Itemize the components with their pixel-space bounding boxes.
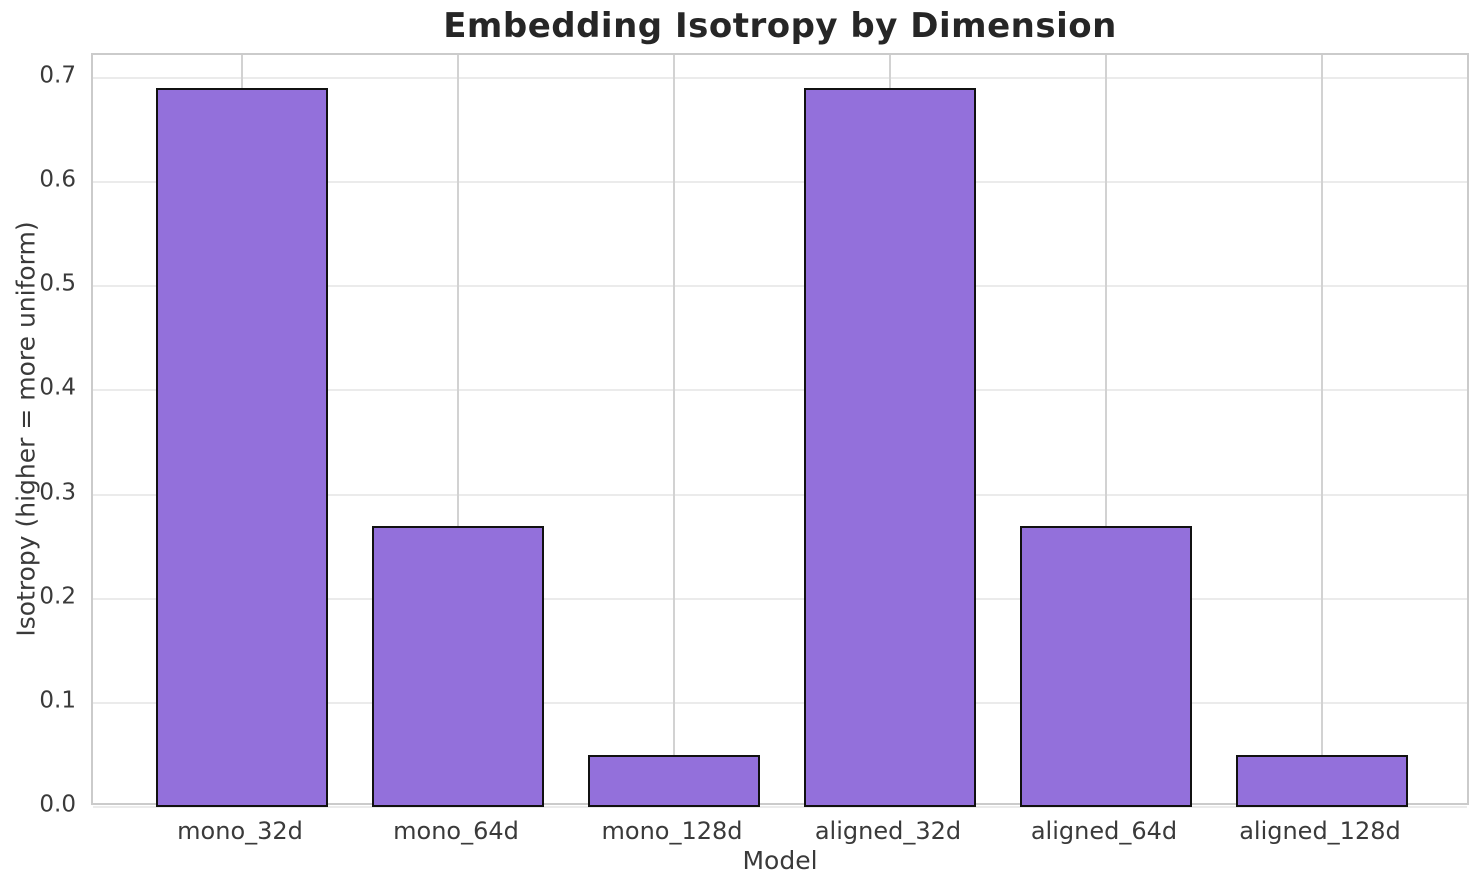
- gridline-horizontal: [93, 285, 1467, 288]
- bar-mono_128d: [587, 754, 761, 807]
- x-axis-title: Model: [742, 846, 818, 875]
- gridline-horizontal: [93, 806, 1467, 808]
- gridline-horizontal: [93, 389, 1467, 392]
- bar-mono_64d: [371, 525, 545, 807]
- gridline-vertical: [1320, 55, 1323, 803]
- x-tick-label: mono_64d: [393, 817, 519, 845]
- gridline-vertical: [673, 55, 675, 803]
- y-tick-label: 0.6: [39, 166, 76, 193]
- y-tick-label: 0.5: [39, 270, 76, 297]
- gridline-horizontal: [93, 76, 1467, 79]
- gridline-horizontal: [93, 701, 1467, 704]
- chart-title: Embedding Isotropy by Dimension: [443, 6, 1117, 46]
- gridline-horizontal: [93, 181, 1467, 184]
- x-tick-label: aligned_32d: [814, 817, 962, 845]
- gridline-horizontal: [93, 493, 1467, 496]
- y-tick-label: 0.0: [39, 791, 76, 818]
- x-tick-label: aligned_128d: [1239, 817, 1401, 845]
- y-tick-label: 0.3: [39, 479, 76, 506]
- y-tick-label: 0.1: [39, 687, 76, 714]
- x-tick-label: mono_128d: [601, 817, 743, 845]
- y-tick-label: 0.7: [39, 62, 76, 89]
- bar-mono_32d: [155, 88, 329, 807]
- gridline-vertical: [1104, 55, 1107, 803]
- y-tick-label: 0.2: [39, 583, 76, 610]
- y-tick-label: 0.4: [39, 374, 76, 401]
- bar-aligned_128d: [1235, 754, 1409, 807]
- bar-aligned_64d: [1019, 525, 1193, 807]
- gridline-vertical: [457, 55, 460, 803]
- x-tick-label: aligned_64d: [1030, 817, 1178, 845]
- gridline-horizontal: [93, 597, 1467, 600]
- x-tick-label: mono_32d: [177, 817, 303, 845]
- plot-area: [91, 53, 1469, 808]
- bar-aligned_32d: [803, 88, 977, 807]
